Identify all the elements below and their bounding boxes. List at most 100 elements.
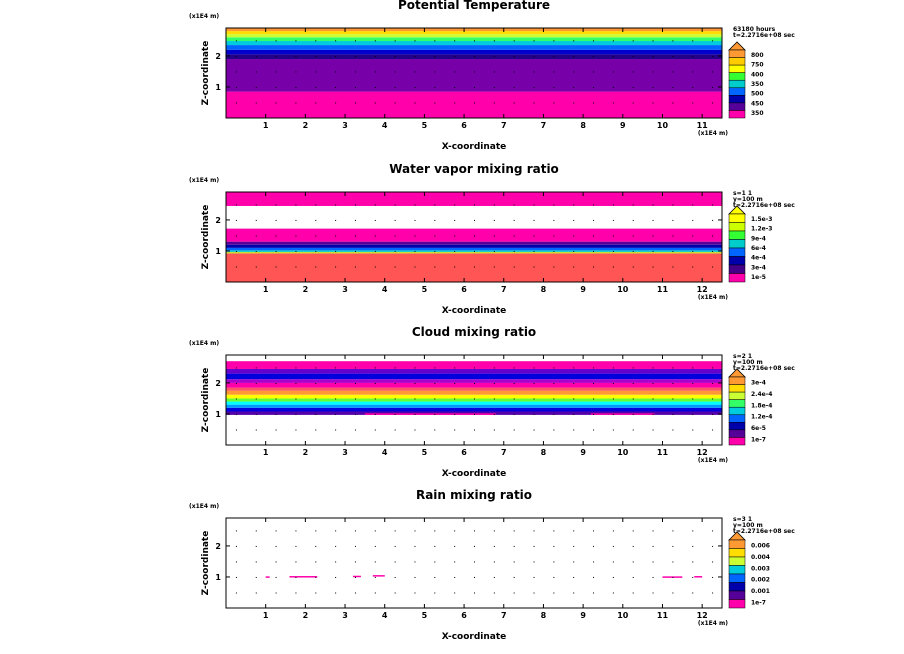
- y-tick-label: 1: [215, 410, 221, 419]
- grid-dot: [275, 204, 277, 206]
- grid-dot: [593, 576, 595, 578]
- grid-dot: [235, 561, 237, 563]
- grid-dot: [612, 367, 614, 369]
- grid-dot: [335, 235, 337, 237]
- grid-dot: [712, 398, 714, 400]
- grid-dot: [414, 86, 416, 88]
- grid-dot: [573, 266, 575, 268]
- colorbar-swatch: [728, 599, 746, 609]
- grid-dot: [354, 382, 356, 384]
- y-tick-label: 1: [215, 573, 221, 582]
- grid-dot: [493, 266, 495, 268]
- grid-dot: [454, 398, 456, 400]
- grid-dot: [275, 530, 277, 532]
- grid-dot: [632, 219, 634, 221]
- contour-band: [226, 192, 722, 206]
- grid-dot: [434, 367, 436, 369]
- grid-dot: [394, 55, 396, 57]
- grid-dot: [454, 71, 456, 73]
- grid-dot: [275, 429, 277, 431]
- grid-dot: [474, 561, 475, 563]
- grid-dot: [255, 429, 257, 431]
- grid-dot: [573, 592, 575, 594]
- grid-dot: [394, 382, 396, 384]
- grid-dot: [354, 250, 356, 252]
- grid-dot: [573, 71, 575, 73]
- x-tick-label: 3: [342, 121, 348, 130]
- grid-dot: [275, 413, 277, 415]
- grid-dot: [672, 266, 674, 268]
- grid-dot: [354, 429, 356, 431]
- grid-dot: [394, 367, 396, 369]
- grid-dot: [434, 545, 436, 547]
- grid-dot: [672, 55, 674, 57]
- grid-dot: [275, 398, 277, 400]
- grid-dot: [454, 86, 456, 88]
- colorbar-swatch: [728, 239, 746, 249]
- contour-band: [226, 382, 722, 388]
- contour-band: [226, 91, 722, 118]
- grid-dot: [434, 382, 436, 384]
- grid-dot: [712, 530, 714, 532]
- grid-dot: [374, 576, 376, 578]
- grid-dot: [612, 250, 614, 252]
- info-text: y=100 m: [733, 196, 763, 203]
- contour-band: [226, 34, 722, 38]
- grid-dot: [414, 576, 416, 578]
- colorbar-label: 1.8e-4: [751, 402, 772, 409]
- contour-blob: [591, 413, 655, 415]
- grid-dot: [692, 429, 694, 431]
- grid-dot: [652, 561, 654, 563]
- grid-dot: [652, 86, 654, 88]
- grid-dot: [612, 71, 614, 73]
- x-tick-label: 9: [580, 285, 586, 294]
- grid-dot: [394, 102, 396, 104]
- grid-dot: [474, 413, 475, 415]
- grid-dot: [513, 102, 515, 104]
- grid-dot: [315, 204, 317, 206]
- grid-dot: [454, 576, 456, 578]
- grid-dot: [493, 530, 495, 532]
- grid-dot: [474, 204, 475, 206]
- grid-dot: [652, 398, 654, 400]
- colorbar-label: 2.4e-4: [751, 391, 772, 398]
- grid-dot: [315, 86, 317, 88]
- z-unit-label: (x1E4 m): [189, 340, 219, 347]
- grid-dot: [712, 576, 714, 578]
- grid-dot: [374, 102, 376, 104]
- grid-dot: [295, 592, 297, 594]
- grid-dot: [652, 429, 654, 431]
- grid-dot: [295, 40, 297, 42]
- grid-dot: [513, 219, 515, 221]
- colorbar-swatch: [728, 406, 746, 416]
- chart-panel-3: Cloud mixing ratio(x1E4 m)1 2 3 4 5 6 7 8 9 10 11 1…: [189, 325, 795, 479]
- colorbar-swatch: [728, 79, 746, 89]
- x-tick-label: 11: [657, 448, 669, 457]
- grid-dot: [652, 545, 654, 547]
- grid-dot: [414, 102, 416, 104]
- x-axis-label: X-coordinate: [442, 469, 507, 479]
- grid-dot: [612, 40, 614, 42]
- x-tick-label: 9: [620, 121, 626, 130]
- grid-dot: [394, 398, 396, 400]
- grid-dot: [474, 86, 475, 88]
- grid-dot: [434, 55, 436, 57]
- grid-dot: [612, 545, 614, 547]
- x-tick-label: 5: [422, 611, 428, 620]
- grid-dot: [374, 367, 376, 369]
- y-tick-label: 2: [215, 216, 221, 225]
- grid-dot: [493, 592, 495, 594]
- grid-dot: [553, 561, 555, 563]
- grid-dot: [612, 204, 614, 206]
- x-tick-label: 8: [541, 285, 547, 294]
- grid-dot: [513, 71, 515, 73]
- grid-dot: [632, 71, 634, 73]
- grid-dot: [255, 250, 257, 252]
- grid-dot: [434, 71, 436, 73]
- chart-title: Rain mixing ratio: [416, 488, 532, 502]
- colorbar-swatch: [728, 247, 746, 257]
- grid-dot: [612, 219, 614, 221]
- grid-dot: [354, 40, 356, 42]
- grid-dot: [414, 530, 416, 532]
